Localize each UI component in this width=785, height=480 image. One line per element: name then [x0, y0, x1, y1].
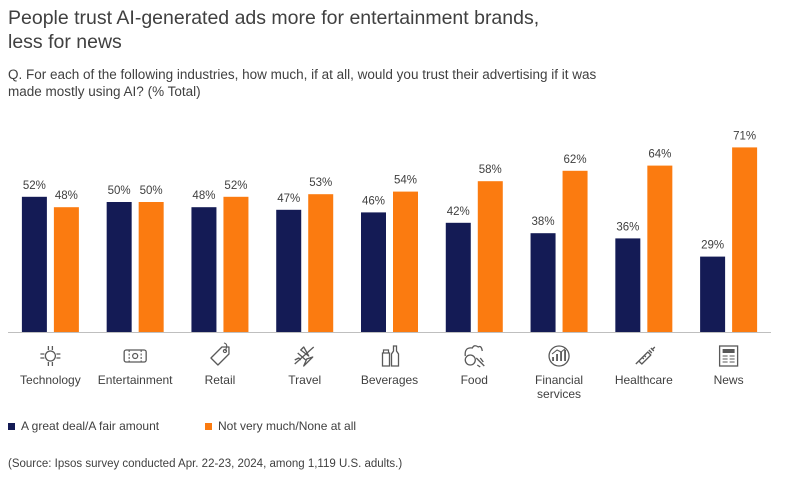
category-group: 47% 53% Travel: [276, 177, 334, 387]
bar-series-2: [308, 194, 334, 332]
source-note: (Source: Ipsos survey conducted Apr. 22-…: [8, 458, 403, 470]
category-group: 29% 71% News: [700, 130, 758, 387]
data-label-series-1: 52%: [23, 180, 46, 192]
question-line-1: Q. For each of the following industries,…: [8, 67, 597, 82]
data-label-series-2: 52%: [224, 180, 247, 192]
legend-label-series-2: Not very much/None at all: [218, 419, 357, 433]
category-label: services: [537, 387, 581, 401]
bar-series-2: [477, 181, 503, 332]
airplane-icon: [294, 346, 315, 367]
bar-series-1: [445, 222, 471, 332]
data-label-series-1: 36%: [616, 221, 639, 233]
data-label-series-1: 47%: [277, 193, 300, 205]
bar-series-2: [562, 170, 588, 332]
legend-swatch-series-2: [205, 422, 212, 430]
financial-icon: [548, 345, 570, 367]
category-group: 46% 54% Beverages: [361, 175, 418, 387]
title-line-2: less for news: [8, 31, 122, 53]
category-group: 48% 52% Retail: [191, 180, 249, 387]
category-label: Travel: [288, 373, 321, 387]
bar-series-1: [700, 256, 726, 332]
data-label-series-1: 50%: [108, 185, 131, 197]
data-label-series-1: 29%: [701, 240, 724, 252]
legend-item-series-2: Not very much/None at all: [205, 419, 356, 433]
category-label: Entertainment: [98, 373, 173, 387]
data-label-series-2: 50%: [140, 185, 163, 197]
data-label-series-2: 53%: [309, 177, 332, 189]
survey-question: Q. For each of the following industries,…: [8, 66, 708, 100]
category-label: Financial: [535, 373, 583, 387]
beverages-icon: [381, 345, 400, 367]
data-label-series-2: 54%: [394, 175, 417, 187]
category-label: Food: [461, 373, 488, 387]
category-group: 52% 48% Technology: [20, 180, 81, 387]
legend-swatch-series-1: [8, 422, 15, 430]
legend-item-series-1: A great deal/A fair amount: [8, 419, 159, 433]
bar-series-2: [393, 191, 418, 332]
bar-series-1: [106, 202, 132, 332]
category-label: News: [714, 373, 744, 387]
data-label-series-1: 46%: [362, 195, 385, 207]
bar-series-2: [732, 147, 758, 332]
bar-series-2: [647, 165, 673, 332]
category-label: Healthcare: [615, 373, 673, 387]
bar-series-1: [21, 196, 47, 332]
category-group: 50% 50% Entertainment: [98, 185, 173, 387]
title-line-1: People trust AI-generated ads more for e…: [8, 7, 540, 29]
bar-series-1: [361, 212, 386, 332]
newspaper-icon: [718, 345, 739, 367]
category-label: Beverages: [361, 373, 418, 387]
retail-tag-icon: [210, 342, 230, 366]
category-label: Retail: [205, 373, 236, 387]
bar-series-1: [530, 233, 556, 332]
category-group: 42% 58% Food: [445, 164, 503, 387]
entertainment-icon: [123, 349, 147, 363]
bar-series-1: [191, 207, 217, 332]
technology-icon: [40, 346, 61, 366]
legend-label-series-1: A great deal/A fair amount: [21, 419, 160, 433]
bar-series-1: [615, 238, 641, 332]
question-line-2: made mostly using AI? (% Total): [8, 84, 201, 99]
data-label-series-2: 71%: [733, 130, 756, 142]
chart-title: People trust AI-generated ads more for e…: [8, 6, 768, 54]
data-label-series-2: 62%: [564, 154, 587, 166]
data-label-series-1: 48%: [192, 190, 215, 202]
data-label-series-2: 48%: [55, 190, 78, 202]
data-label-series-1: 42%: [447, 206, 470, 218]
bar-series-2: [138, 202, 164, 332]
bar-series-1: [276, 209, 302, 332]
data-label-series-2: 64%: [648, 149, 671, 161]
bar-series-2: [223, 196, 249, 332]
data-label-series-2: 58%: [479, 164, 502, 176]
category-group: 36% 64% Healthcare: [615, 149, 673, 387]
category-label: Technology: [20, 373, 81, 387]
data-label-series-1: 38%: [532, 216, 555, 228]
syringe-icon: [635, 346, 656, 365]
food-icon: [464, 345, 485, 368]
bar-series-2: [53, 207, 79, 332]
